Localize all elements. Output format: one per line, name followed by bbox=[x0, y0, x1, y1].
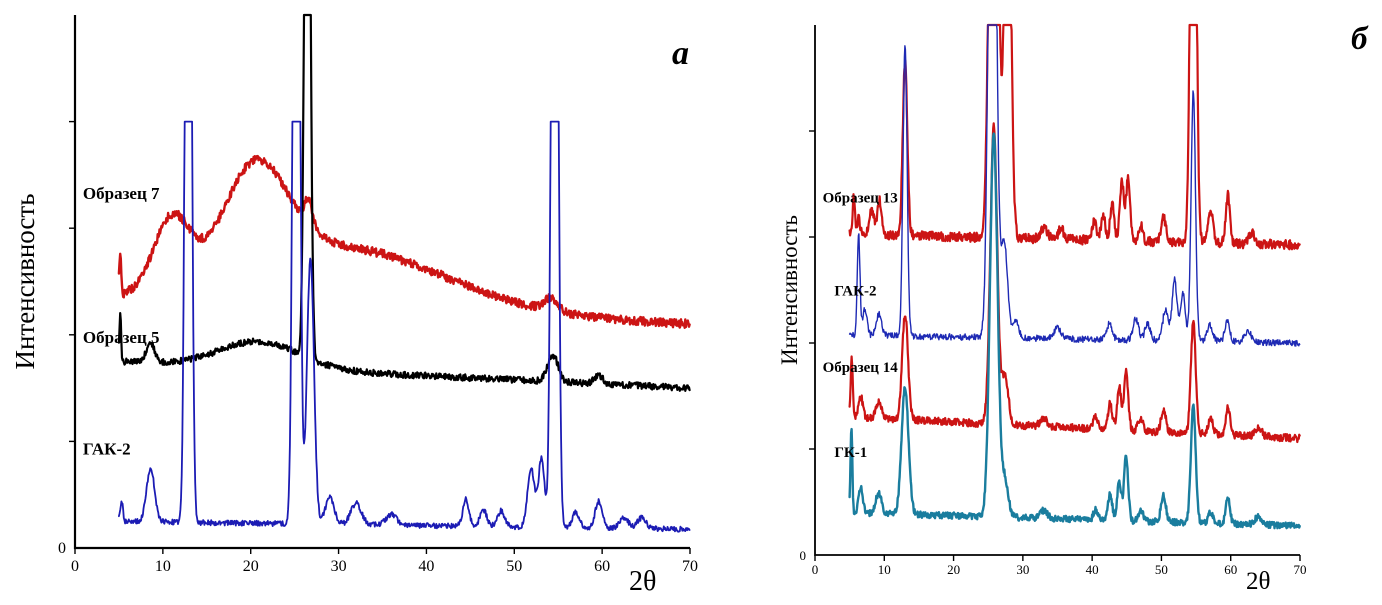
series-label-2: Образец 14 bbox=[823, 360, 899, 376]
series-path-0 bbox=[848, 23, 1301, 251]
chart-a-canvas: 0 10 20 30 40 50 60 70 0 2θ Интенсивность a Образец … bbox=[10, 13, 698, 597]
panel-letter: б bbox=[1351, 21, 1369, 57]
series-path-0 bbox=[117, 154, 691, 329]
y-axis-title: Интенсивность bbox=[777, 215, 802, 365]
y-axis-title: Интенсивность bbox=[10, 193, 40, 369]
x-tick-label: 30 bbox=[331, 558, 347, 575]
x-tick-label: 0 bbox=[812, 562, 819, 577]
series-label-1: Образец 5 bbox=[83, 328, 160, 347]
panel-letter: a bbox=[672, 35, 689, 72]
x-tick-label: 50 bbox=[1155, 562, 1168, 577]
x-tick-label: 50 bbox=[506, 558, 522, 575]
x-tick-label: 30 bbox=[1016, 562, 1029, 577]
x-axis-title: 2θ bbox=[1246, 568, 1270, 595]
x-tick-label: 40 bbox=[1086, 562, 1099, 577]
x-tick-label: 20 bbox=[243, 558, 259, 575]
series-path-1 bbox=[117, 13, 691, 392]
x-tick-label: 70 bbox=[682, 558, 698, 575]
x-tick-label: 0 bbox=[71, 558, 79, 575]
axes bbox=[814, 25, 1300, 556]
x-tick-label: 40 bbox=[418, 558, 434, 575]
panel-a: 0 10 20 30 40 50 60 70 0 2θ Интенсивность a Образец … bbox=[10, 13, 698, 597]
x-tick-label: 70 bbox=[1294, 562, 1307, 577]
series-label-0: Образец 7 bbox=[83, 184, 160, 203]
x-tick-label: 10 bbox=[155, 558, 171, 575]
x-tick-label: 10 bbox=[878, 562, 891, 577]
series-label-1: ГАК-2 bbox=[834, 283, 876, 299]
series-path-3 bbox=[848, 132, 1301, 530]
axes bbox=[73, 15, 690, 550]
series-path-2 bbox=[118, 120, 691, 533]
series-path-2 bbox=[848, 122, 1301, 444]
series-label-0: Образец 13 bbox=[823, 191, 898, 207]
series-label-3: ГК-1 bbox=[834, 445, 867, 461]
panel-b: 0 10 20 30 40 50 60 70 0 2θ Интенсивность б Образец … bbox=[700, 0, 1382, 605]
x-tick-label: 60 bbox=[594, 558, 610, 575]
x-tick-label: 60 bbox=[1224, 562, 1237, 577]
chart-b-canvas: 0 10 20 30 40 50 60 70 0 2θ Интенсивность б Образец … bbox=[777, 21, 1369, 595]
y-origin-label: 0 bbox=[58, 540, 66, 557]
series-label-2: ГАК-2 bbox=[83, 440, 131, 459]
x-tick-label: 20 bbox=[947, 562, 960, 577]
y-origin-label: 0 bbox=[800, 548, 807, 563]
series-path-1 bbox=[848, 24, 1301, 347]
x-axis-title: 2θ bbox=[629, 566, 656, 597]
